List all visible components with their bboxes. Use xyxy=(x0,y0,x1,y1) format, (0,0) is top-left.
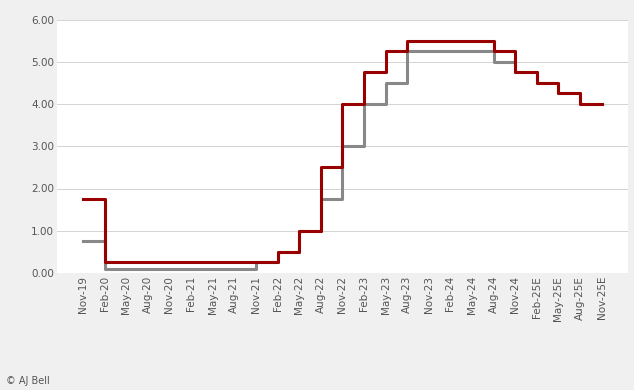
Bank of England Base Rate (%) xyxy=(274,250,281,254)
US Fed Funds Rate (%) xyxy=(101,260,108,265)
Bank of England Base Rate (%) xyxy=(576,102,584,106)
Text: © AJ Bell: © AJ Bell xyxy=(6,376,50,386)
Bank of England Base Rate (%) xyxy=(403,49,411,53)
US Fed Funds Rate (%) xyxy=(469,38,476,43)
Bank of England Base Rate (%) xyxy=(555,91,562,96)
Bank of England Base Rate (%) xyxy=(317,197,325,201)
US Fed Funds Rate (%) xyxy=(165,260,173,265)
US Fed Funds Rate (%) xyxy=(512,70,519,74)
Bank of England Base Rate (%) xyxy=(252,260,260,265)
Bank of England Base Rate (%) xyxy=(101,266,108,271)
Bank of England Base Rate (%) xyxy=(295,229,303,233)
Line: US Fed Funds Rate (%): US Fed Funds Rate (%) xyxy=(83,41,602,262)
Bank of England Base Rate (%) xyxy=(425,49,432,53)
Bank of England Base Rate (%) xyxy=(165,266,173,271)
US Fed Funds Rate (%) xyxy=(382,49,389,53)
US Fed Funds Rate (%) xyxy=(446,38,454,43)
Bank of England Base Rate (%) xyxy=(187,266,195,271)
US Fed Funds Rate (%) xyxy=(231,260,238,265)
US Fed Funds Rate (%) xyxy=(490,49,498,53)
Bank of England Base Rate (%) xyxy=(122,266,130,271)
US Fed Funds Rate (%) xyxy=(209,260,216,265)
Line: Bank of England Base Rate (%): Bank of England Base Rate (%) xyxy=(83,51,602,269)
US Fed Funds Rate (%) xyxy=(533,81,541,85)
US Fed Funds Rate (%) xyxy=(252,260,260,265)
Bank of England Base Rate (%) xyxy=(209,266,216,271)
Bank of England Base Rate (%) xyxy=(231,266,238,271)
Bank of England Base Rate (%) xyxy=(490,59,498,64)
Bank of England Base Rate (%) xyxy=(144,266,152,271)
US Fed Funds Rate (%) xyxy=(360,70,368,74)
Bank of England Base Rate (%) xyxy=(512,70,519,74)
Bank of England Base Rate (%) xyxy=(382,81,389,85)
US Fed Funds Rate (%) xyxy=(144,260,152,265)
US Fed Funds Rate (%) xyxy=(295,229,303,233)
US Fed Funds Rate (%) xyxy=(403,38,411,43)
Bank of England Base Rate (%) xyxy=(79,239,87,244)
Bank of England Base Rate (%) xyxy=(360,102,368,106)
Bank of England Base Rate (%) xyxy=(533,81,541,85)
US Fed Funds Rate (%) xyxy=(187,260,195,265)
US Fed Funds Rate (%) xyxy=(122,260,130,265)
US Fed Funds Rate (%) xyxy=(339,102,346,106)
US Fed Funds Rate (%) xyxy=(555,91,562,96)
Bank of England Base Rate (%) xyxy=(469,49,476,53)
US Fed Funds Rate (%) xyxy=(425,38,432,43)
US Fed Funds Rate (%) xyxy=(598,102,605,106)
US Fed Funds Rate (%) xyxy=(576,102,584,106)
Bank of England Base Rate (%) xyxy=(339,144,346,149)
US Fed Funds Rate (%) xyxy=(317,165,325,170)
US Fed Funds Rate (%) xyxy=(274,250,281,254)
Bank of England Base Rate (%) xyxy=(446,49,454,53)
Bank of England Base Rate (%) xyxy=(598,102,605,106)
US Fed Funds Rate (%) xyxy=(79,197,87,201)
